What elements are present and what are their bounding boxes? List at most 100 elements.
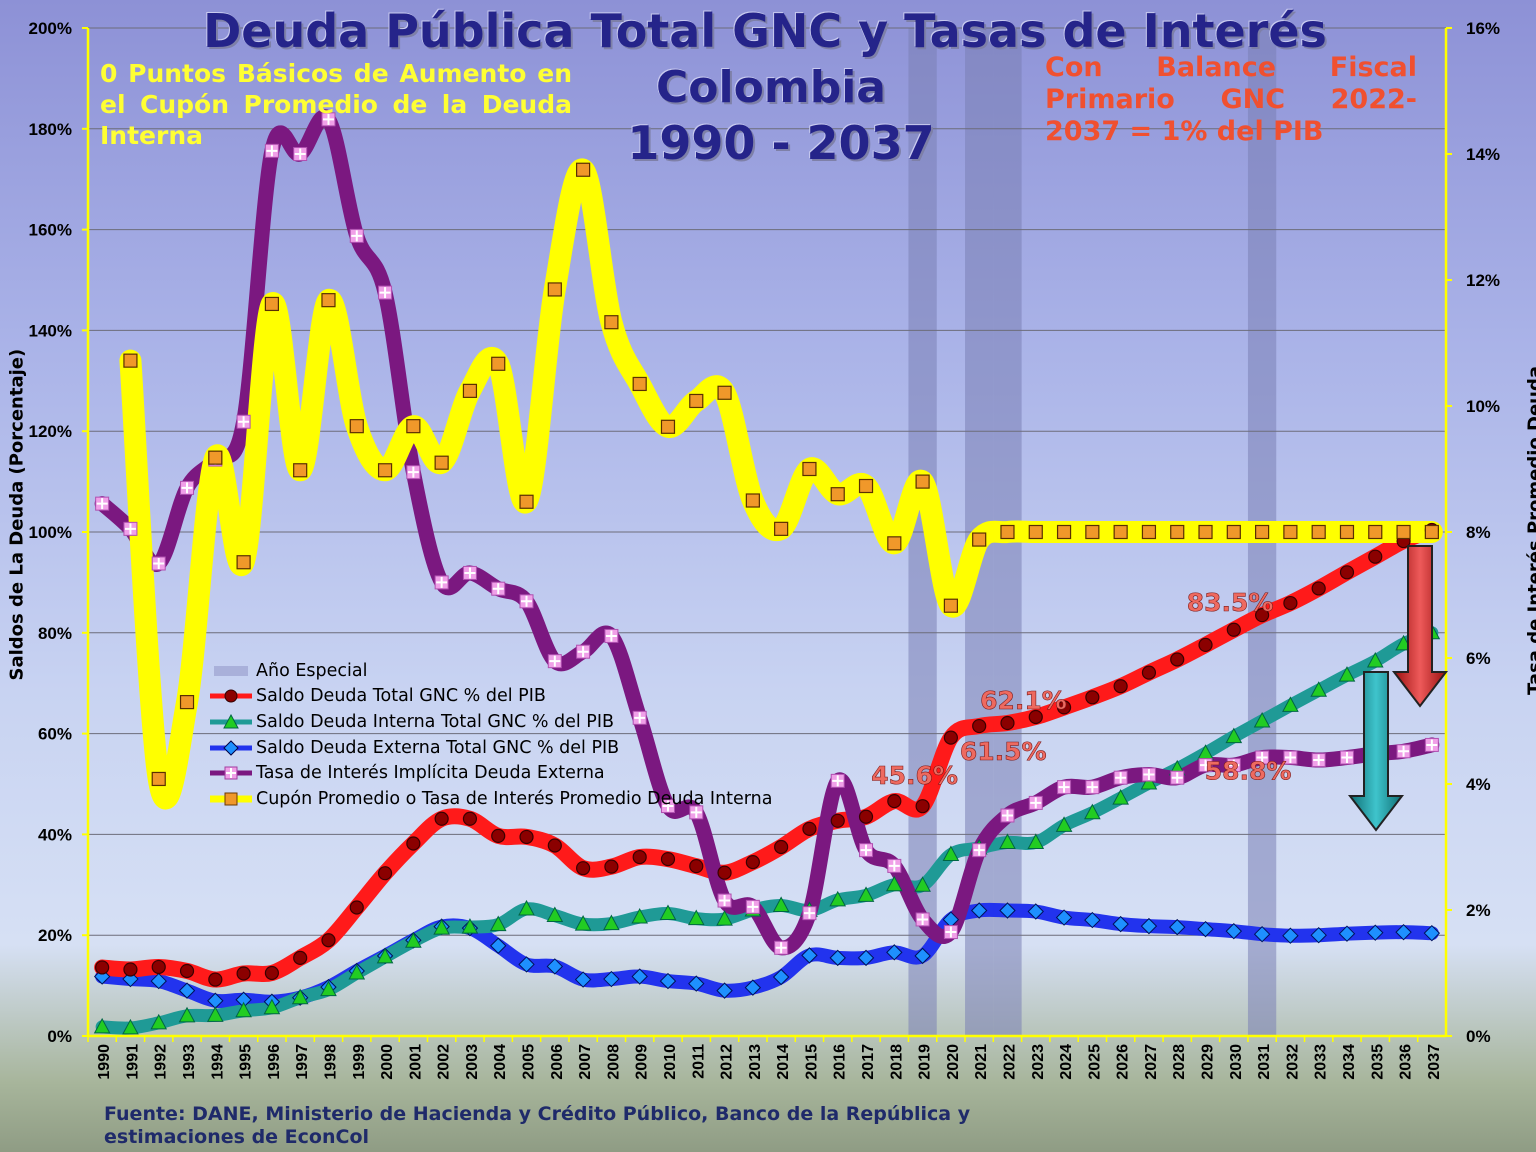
data-point [1113, 679, 1128, 694]
x-tick-label: 2018 [888, 1044, 905, 1080]
data-point [1282, 927, 1299, 944]
x-tick-label: 1990 [96, 1044, 113, 1080]
data-point-cross [1284, 752, 1296, 764]
x-tick-label: 2024 [1058, 1044, 1075, 1080]
y-tick-label-right: 12% [1466, 271, 1500, 290]
legend-label: Saldo Deuda Externa Total GNC % del PIB [256, 737, 620, 758]
data-point [574, 971, 592, 988]
data-point [885, 875, 903, 892]
data-point [604, 859, 619, 874]
data-point [406, 836, 421, 851]
data-point [320, 980, 337, 997]
data-point-cross [973, 844, 985, 856]
x-tick-label: 2029 [1200, 1044, 1217, 1080]
data-point [208, 450, 223, 465]
data-point [1366, 651, 1384, 668]
data-point-cross [492, 583, 504, 595]
chart-title-line3: 1990 - 2037 [627, 116, 935, 170]
data-point [123, 353, 138, 368]
data-point [1339, 524, 1355, 540]
data-point [802, 821, 817, 836]
data-point [1140, 773, 1158, 790]
data-label: 58.8% [1205, 757, 1292, 786]
x-tick-label: 1999 [351, 1044, 368, 1080]
data-point [235, 1001, 252, 1018]
x-tick-label: 2031 [1256, 1044, 1273, 1080]
data-point [489, 915, 507, 932]
data-point [744, 979, 762, 996]
legend-swatch-plus [208, 765, 254, 781]
data-point [942, 845, 960, 862]
data-point [1113, 524, 1128, 540]
y-axis-right-title: Tasa de Interés Promedio Deuda [1524, 365, 1536, 696]
data-point [801, 947, 818, 964]
data-point [659, 972, 677, 990]
data-point [576, 162, 591, 177]
down-arrow-icon [1347, 671, 1405, 832]
x-tick-label: 2012 [719, 1044, 736, 1080]
data-point [178, 982, 196, 999]
data-point-cross [1313, 754, 1325, 766]
y-tick-label-right: 16% [1466, 19, 1500, 38]
data-point [236, 555, 251, 570]
data-point-cross [436, 576, 448, 588]
data-point [461, 918, 479, 934]
data-point [179, 963, 195, 979]
data-point [745, 493, 760, 508]
y-tick-label-right: 8% [1466, 523, 1491, 542]
x-tick-label: 2035 [1369, 1044, 1386, 1080]
data-point [999, 902, 1016, 919]
data-point [632, 849, 647, 865]
data-point [1085, 690, 1100, 705]
legend-label: Cupón Promedio o Tasa de Interés Promedi… [256, 788, 773, 809]
x-tick-label: 1998 [322, 1044, 339, 1080]
x-tick-label: 2033 [1313, 1044, 1330, 1080]
legend-item: Saldo Deuda Externa Total GNC % del PIB [208, 735, 773, 761]
data-point-cross [549, 655, 561, 667]
data-point [631, 968, 648, 985]
data-point [1055, 816, 1073, 832]
data-point-cross [662, 800, 674, 812]
data-point-cross [322, 113, 334, 125]
data-point [291, 988, 309, 1005]
data-point [264, 296, 279, 312]
data-point [179, 694, 195, 710]
data-point [1170, 652, 1185, 667]
x-tick-label: 2002 [436, 1044, 453, 1080]
legend-label: Tasa de Interés Implícita Deuda Externa [256, 763, 605, 784]
legend-swatch-circle [208, 688, 254, 704]
y-tick-label-left: 200% [29, 19, 72, 38]
x-tick-label: 2013 [747, 1044, 764, 1080]
data-point [462, 811, 478, 826]
x-tick-label: 1992 [153, 1044, 170, 1080]
data-point [321, 933, 336, 948]
data-point [1198, 637, 1213, 652]
data-point [687, 909, 705, 926]
data-point [1112, 789, 1129, 805]
data-label: 45.6% [871, 761, 958, 790]
data-point [547, 838, 562, 853]
data-point [660, 419, 676, 434]
data-point [659, 904, 677, 921]
data-point [405, 932, 422, 948]
x-tick-label: 2011 [690, 1044, 707, 1079]
x-tick-label: 2006 [549, 1044, 566, 1080]
data-point [93, 1017, 111, 1034]
data-point [887, 536, 902, 551]
legend-label: Saldo Deuda Interna Total GNC % del PIB [256, 711, 615, 732]
chart-title-line1: Deuda Pública Total GNC y Tasas de Inter… [203, 4, 1327, 58]
data-point-cross [294, 148, 306, 160]
data-point-cross [775, 942, 787, 954]
scenario-note-red: Con Balance Fiscal Primario GNC 2022-203… [1045, 52, 1417, 147]
legend-label: Año Especial [256, 660, 368, 681]
data-point [349, 900, 364, 915]
data-point [689, 393, 704, 409]
data-point [1056, 700, 1072, 715]
data-point-cross [124, 523, 136, 535]
data-point [1311, 524, 1326, 540]
data-point [1198, 524, 1213, 540]
data-point-cross [860, 844, 872, 856]
legend-item: Año Especial [208, 658, 773, 684]
data-point-cross [1030, 797, 1042, 809]
data-point [1085, 524, 1100, 540]
